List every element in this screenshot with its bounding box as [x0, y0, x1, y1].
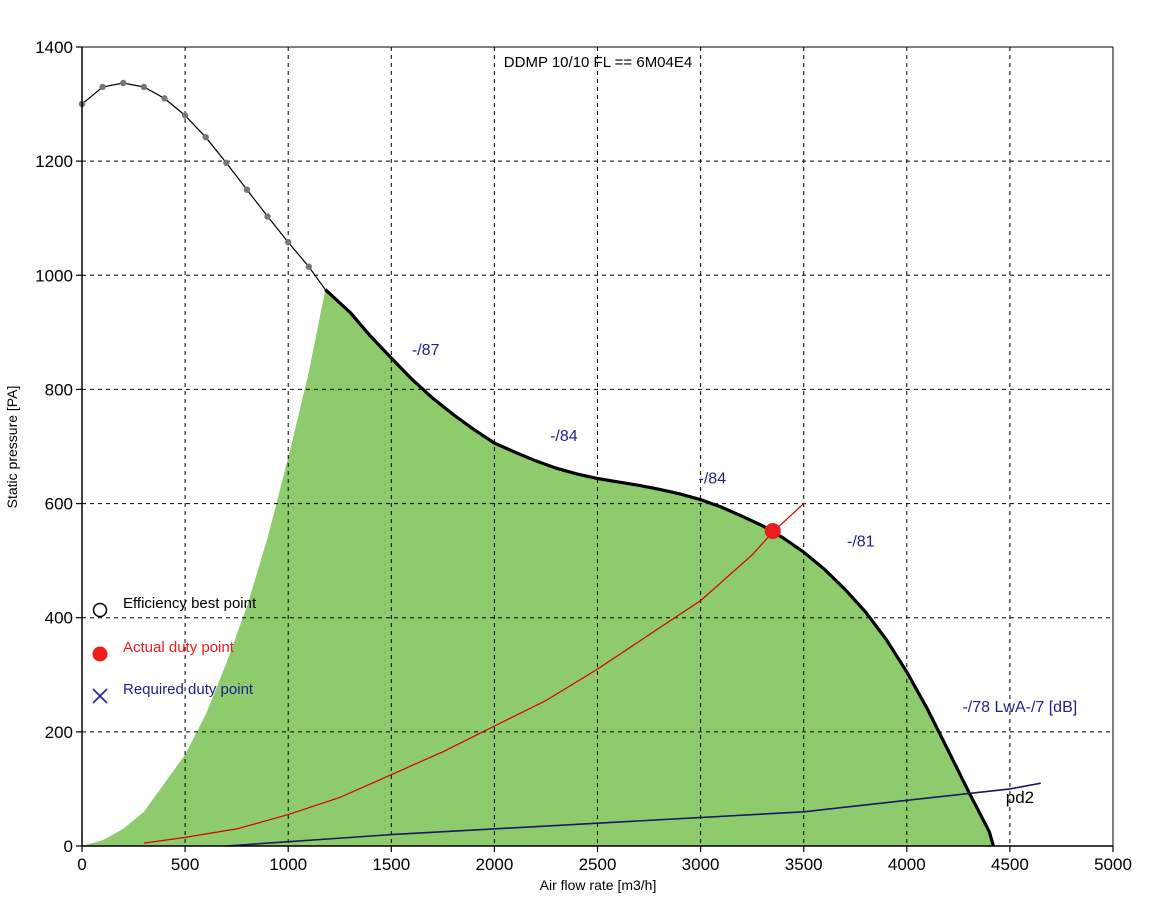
labels-layer: DDMP 10/10 FL == 6M04E4 Air flow rate [m…	[4, 54, 1077, 893]
chart-title: DDMP 10/10 FL == 6M04E4	[504, 54, 692, 71]
curves-layer	[81, 82, 1041, 847]
x-tick-label-3000: 3000	[682, 855, 720, 874]
axes-layer: 0 500 1000 1500 2000 2500 3000 3500 4000 4500 5000…	[35, 38, 1132, 874]
fan-curve-point-7	[223, 159, 230, 167]
y-axis-title: Static pressure [PA]	[4, 386, 20, 509]
y-tick-label-400: 400	[45, 609, 73, 628]
x-tick-label-500: 500	[171, 855, 199, 874]
y-tick-label-0: 0	[64, 837, 73, 856]
sound-level-label-0: -/87	[412, 342, 440, 359]
x-tick-label-4000: 4000	[888, 855, 926, 874]
fan-curve-operating-segment	[324, 288, 995, 847]
actual-duty-point	[764, 522, 781, 539]
sound-level-label-1: -/84	[550, 428, 578, 445]
system-line-pd2	[226, 782, 1041, 847]
sound-level-label-3: -/81	[847, 533, 875, 550]
sound-level-label-2: -/84	[699, 471, 727, 488]
system-curve	[143, 503, 805, 844]
fan-curve-point-6	[202, 133, 209, 141]
x-tick-label-1500: 1500	[372, 855, 410, 874]
x-tick-label-2500: 2500	[579, 855, 617, 874]
legend-label-1: Actual duty point	[123, 639, 235, 656]
y-tick-label-1200: 1200	[35, 152, 73, 171]
system-line-label: pd2	[1006, 788, 1034, 807]
x-axis-title: Air flow rate [m3/h]	[540, 877, 657, 893]
fan-curve-point-8	[243, 186, 251, 193]
x-tick-label-0: 0	[77, 855, 86, 874]
fan-curve-point-3	[140, 83, 148, 91]
sound-level-label-4: -/78 LwA-/7 [dB]	[962, 699, 1077, 716]
required-duty-point-symbol-b	[92, 688, 108, 704]
y-tick-label-1400: 1400	[35, 38, 73, 57]
legend-label-0: Efficiency best point	[123, 595, 257, 612]
x-tick-label-2000: 2000	[475, 855, 513, 874]
x-tick-label-3500: 3500	[785, 855, 823, 874]
legend-label-2: Required duty point	[123, 681, 254, 698]
y-tick-label-200: 200	[45, 723, 73, 742]
legend: Efficiency best point Actual duty point Re…	[92, 595, 257, 704]
operating-area-layer	[82, 289, 994, 847]
fan-curve-point-5	[181, 112, 189, 119]
fan-curve-point-1	[99, 83, 106, 91]
markers-layer	[78, 79, 781, 539]
x-tick-label-5000: 5000	[1094, 855, 1132, 874]
fan-curve-point-10	[285, 238, 292, 246]
y-tick-label-800: 800	[45, 380, 73, 399]
x-tick-label-1000: 1000	[269, 855, 307, 874]
x-tick-label-4500: 4500	[991, 855, 1029, 874]
fan-curve-point-11	[305, 263, 313, 270]
operating-area	[82, 289, 994, 847]
fan-curve-point-4	[161, 95, 168, 102]
y-tick-label-1000: 1000	[35, 266, 73, 285]
fan-curve-point-2	[120, 79, 127, 87]
y-tick-label-600: 600	[45, 495, 73, 514]
fan-curve-point-9	[264, 213, 271, 220]
actual-duty-point-symbol	[92, 646, 108, 662]
efficiency-best-point-symbol	[92, 602, 108, 618]
